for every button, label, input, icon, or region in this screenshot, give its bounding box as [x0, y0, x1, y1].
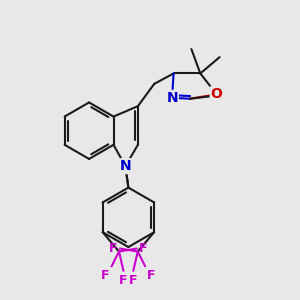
Text: N: N [166, 91, 178, 105]
Text: F: F [147, 269, 156, 282]
Text: F: F [110, 242, 118, 255]
Text: F: F [129, 274, 138, 287]
Text: O: O [211, 87, 223, 101]
Text: N: N [120, 159, 131, 173]
Text: F: F [139, 242, 147, 255]
Text: F: F [101, 269, 110, 282]
Text: F: F [119, 274, 128, 287]
